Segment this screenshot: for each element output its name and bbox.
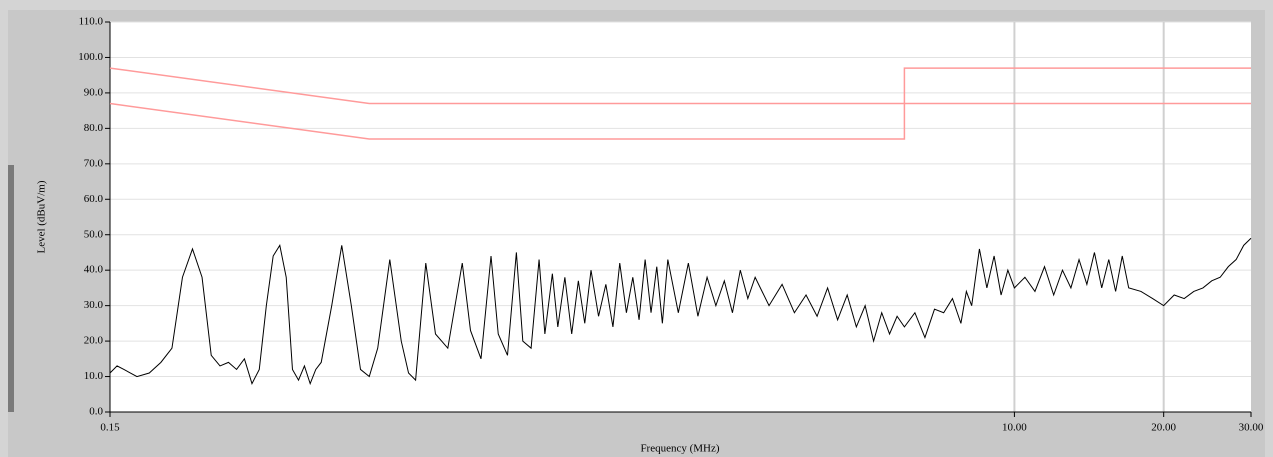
y-axis-label: Level (dBuV/m) (36, 180, 48, 253)
y-tick-label: 100.0 (78, 51, 103, 63)
y-tick-label: 0.0 (89, 406, 103, 418)
x-tick-label: 30.00 (1239, 422, 1264, 434)
x-tick-label: 20.00 (1151, 422, 1176, 434)
y-tick-label: 60.0 (84, 193, 104, 205)
x-tick-label: 10.00 (1002, 422, 1027, 434)
y-tick-label: 50.0 (84, 228, 104, 240)
y-tick-label: 80.0 (84, 122, 104, 134)
x-axis-label: Frequency (MHz) (640, 443, 719, 455)
y-tick-label: 90.0 (84, 86, 104, 98)
y-tick-label: 20.0 (84, 335, 104, 347)
data-line (109, 237, 1252, 386)
y-tick-label: 110.0 (79, 16, 104, 28)
side-bar (8, 165, 14, 412)
y-tick-label: 70.0 (84, 157, 104, 169)
y-tick-label: 30.0 (84, 299, 104, 311)
x-tick-label: 0.15 (100, 422, 120, 434)
data-line (109, 102, 1251, 140)
y-tick-label: 40.0 (84, 264, 104, 276)
y-tick-label: 10.0 (84, 370, 104, 382)
plot-area (110, 22, 1251, 412)
